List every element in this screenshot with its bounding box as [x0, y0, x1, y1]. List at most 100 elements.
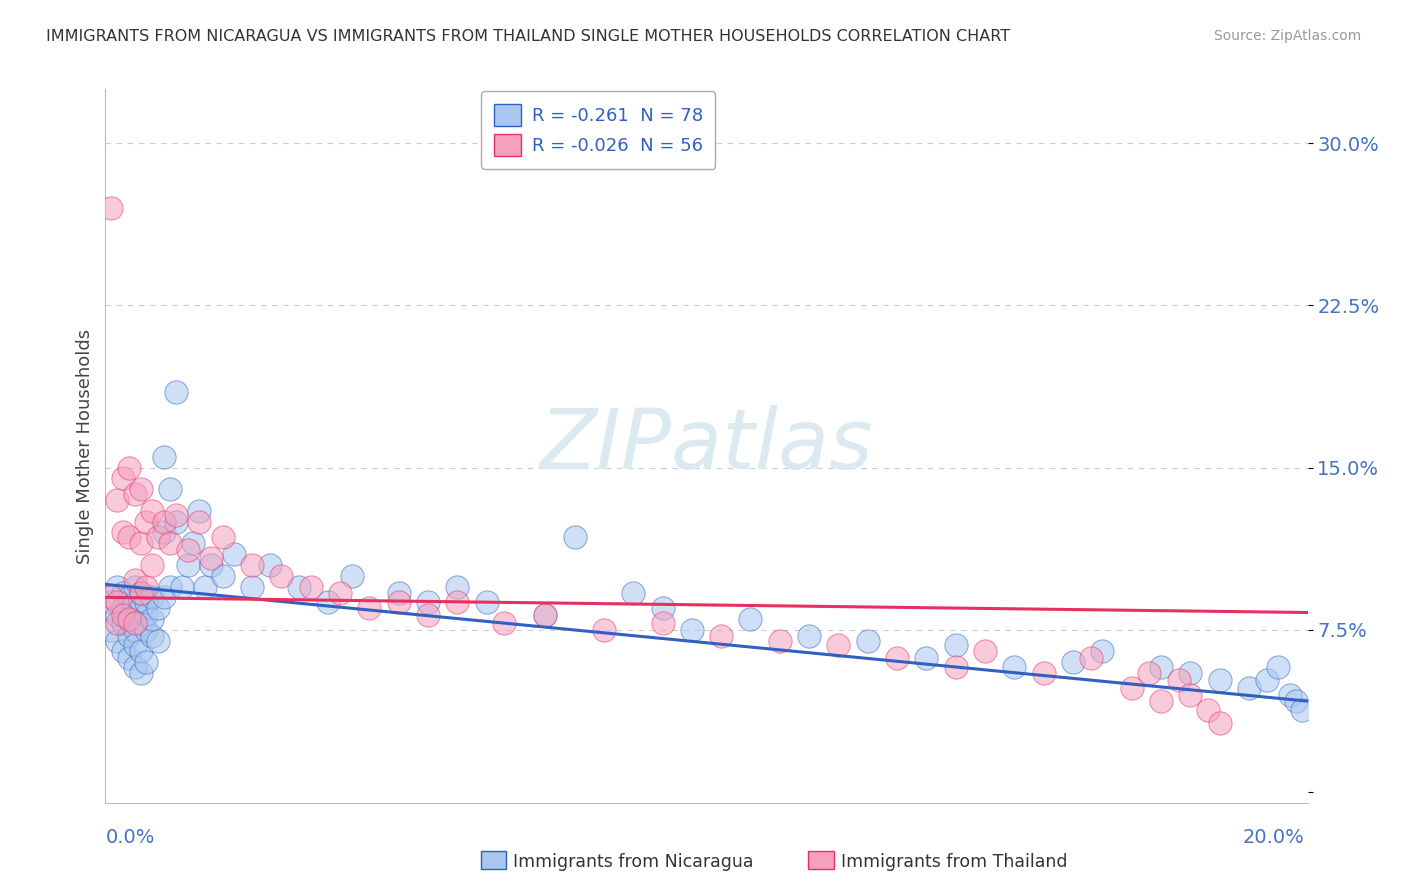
- Point: [105, 616, 128, 631]
- Point: [681, 623, 703, 637]
- Point: [100, 623, 122, 637]
- Point: [112, 601, 135, 615]
- Point: [100, 591, 122, 605]
- Point: [141, 504, 163, 518]
- Point: [1278, 688, 1301, 702]
- Point: [1285, 694, 1308, 708]
- Point: [224, 547, 246, 561]
- Point: [112, 471, 135, 485]
- Point: [388, 586, 411, 600]
- Point: [299, 580, 322, 594]
- Point: [740, 612, 762, 626]
- Point: [183, 536, 205, 550]
- Point: [651, 601, 673, 615]
- Point: [769, 633, 792, 648]
- Point: [118, 612, 141, 626]
- Text: Immigrants from Thailand: Immigrants from Thailand: [841, 853, 1067, 871]
- Point: [270, 568, 292, 582]
- Point: [176, 542, 198, 557]
- Point: [124, 623, 146, 637]
- Point: [141, 558, 163, 572]
- Point: [129, 536, 152, 550]
- Point: [112, 586, 135, 600]
- Point: [124, 486, 146, 500]
- Point: [153, 525, 176, 540]
- Point: [148, 633, 170, 648]
- Point: [188, 504, 211, 518]
- Point: [118, 629, 141, 643]
- Point: [1080, 651, 1102, 665]
- Point: [105, 493, 128, 508]
- Point: [494, 616, 516, 631]
- Text: 20.0%: 20.0%: [1243, 828, 1305, 847]
- Point: [129, 644, 152, 658]
- Point: [945, 659, 967, 673]
- Point: [1256, 673, 1278, 687]
- Point: [886, 651, 908, 665]
- Point: [105, 633, 128, 648]
- Point: [118, 530, 141, 544]
- Point: [288, 580, 311, 594]
- Point: [240, 580, 263, 594]
- Point: [129, 616, 152, 631]
- Point: [153, 591, 176, 605]
- Point: [621, 586, 644, 600]
- Point: [1180, 688, 1202, 702]
- Point: [112, 607, 135, 622]
- Point: [135, 580, 157, 594]
- Point: [475, 595, 498, 609]
- Point: [1091, 644, 1114, 658]
- Point: [1180, 666, 1202, 681]
- Point: [200, 551, 222, 566]
- Point: [211, 568, 233, 582]
- Point: [165, 384, 187, 399]
- Point: [135, 515, 157, 529]
- Point: [945, 638, 967, 652]
- Point: [129, 601, 152, 615]
- Point: [446, 595, 468, 609]
- Point: [1032, 666, 1054, 681]
- Point: [211, 530, 233, 544]
- Text: ZIPatlas: ZIPatlas: [540, 406, 873, 486]
- Y-axis label: Single Mother Households: Single Mother Households: [76, 328, 94, 564]
- Point: [176, 558, 198, 572]
- Point: [651, 616, 673, 631]
- Point: [135, 607, 157, 622]
- Point: [124, 638, 146, 652]
- Point: [153, 450, 176, 464]
- Point: [240, 558, 263, 572]
- Point: [118, 460, 141, 475]
- Point: [534, 607, 557, 622]
- Point: [170, 580, 193, 594]
- Point: [129, 586, 152, 600]
- Legend: R = -0.261  N = 78, R = -0.026  N = 56: R = -0.261 N = 78, R = -0.026 N = 56: [481, 91, 716, 169]
- Point: [1002, 659, 1025, 673]
- Point: [259, 558, 281, 572]
- Text: 0.0%: 0.0%: [105, 828, 155, 847]
- Point: [1062, 655, 1084, 669]
- Point: [135, 655, 157, 669]
- Point: [1137, 666, 1160, 681]
- Point: [1150, 659, 1173, 673]
- Text: IMMIGRANTS FROM NICARAGUA VS IMMIGRANTS FROM THAILAND SINGLE MOTHER HOUSEHOLDS C: IMMIGRANTS FROM NICARAGUA VS IMMIGRANTS …: [46, 29, 1011, 44]
- Point: [118, 612, 141, 626]
- Point: [797, 629, 820, 643]
- Point: [564, 530, 586, 544]
- Point: [105, 607, 128, 622]
- Point: [165, 515, 187, 529]
- Point: [153, 515, 176, 529]
- Point: [915, 651, 938, 665]
- Point: [593, 623, 616, 637]
- Point: [112, 644, 135, 658]
- Point: [1208, 673, 1230, 687]
- Point: [329, 586, 352, 600]
- Point: [135, 595, 157, 609]
- Point: [1167, 673, 1189, 687]
- Point: [159, 580, 181, 594]
- Point: [141, 629, 163, 643]
- Point: [105, 580, 128, 594]
- Point: [534, 607, 557, 622]
- Point: [135, 623, 157, 637]
- Point: [124, 573, 146, 587]
- Point: [1208, 715, 1230, 730]
